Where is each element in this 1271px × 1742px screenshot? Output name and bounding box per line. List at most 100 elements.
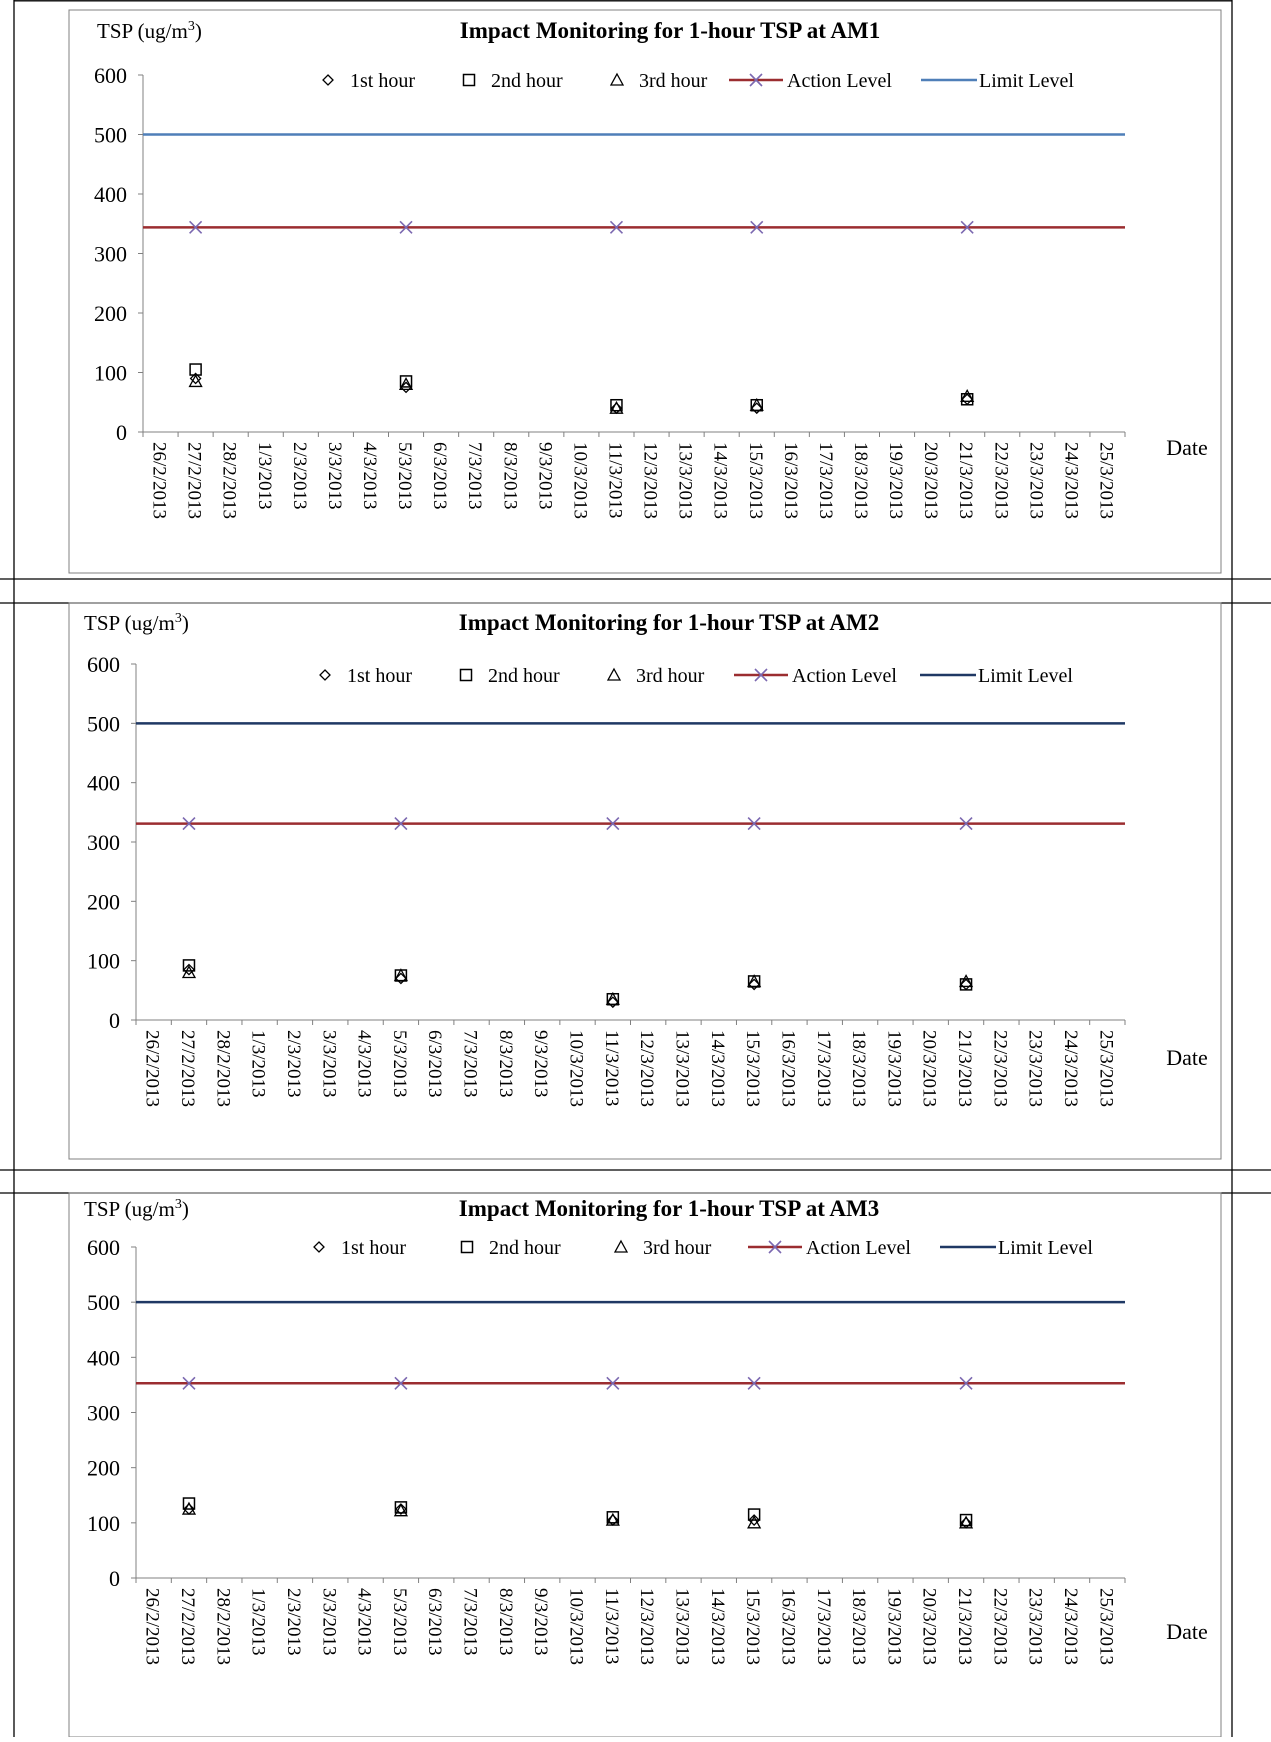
chart-panel-am1: Impact Monitoring for 1-hour TSP at AM1 T… [68, 9, 1222, 574]
action-level-marker [959, 1376, 973, 1390]
chart-title: Impact Monitoring for 1-hour TSP at AM2 [459, 610, 879, 635]
legend-label: 2nd hour [488, 665, 560, 687]
x-tick-label: 22/3/2013 [989, 1030, 1010, 1107]
data-point-diamond [189, 372, 202, 385]
x-tick-label: 13/3/2013 [671, 1588, 692, 1665]
x-tick-label: 21/3/2013 [954, 1030, 975, 1107]
y-tick-label: 0 [109, 1008, 120, 1033]
y-tick-label: 400 [87, 1345, 120, 1370]
legend-marker-triangle [613, 1239, 629, 1253]
x-tick-label: 15/3/2013 [745, 442, 766, 519]
y-tick-label: 300 [87, 830, 120, 855]
x-tick-label: 15/3/2013 [742, 1588, 763, 1665]
x-tick-label: 8/3/2013 [495, 1588, 516, 1656]
x-tick-label: 14/3/2013 [707, 1030, 728, 1107]
x-tick-label: 2/3/2013 [289, 442, 310, 510]
y-tick-label: 500 [94, 123, 127, 148]
x-tick-label: 20/3/2013 [919, 1030, 940, 1107]
data-point-square [394, 1501, 408, 1514]
legend-label: 3rd hour [643, 1237, 712, 1259]
legend-label: Action Level [792, 665, 897, 687]
chart-legend: 1st hour 2nd hour 3rd hour Action Level Limi… [313, 1237, 1093, 1259]
legend-label: 1st hour [341, 1237, 406, 1259]
x-tick-label: 18/3/2013 [848, 1030, 869, 1107]
x-tick-label: 15/3/2013 [742, 1030, 763, 1107]
action-level-marker [182, 1376, 196, 1390]
legend-label: Limit Level [978, 665, 1073, 687]
data-point-triangle [181, 965, 197, 979]
legend-marker-diamond [319, 669, 331, 681]
y-tick-label: 500 [87, 1290, 120, 1315]
x-tick-label: 4/3/2013 [359, 442, 380, 510]
x-tick-label: 13/3/2013 [675, 442, 696, 519]
x-tick-label: 20/3/2013 [920, 442, 941, 519]
x-tick-label: 8/3/2013 [495, 1030, 516, 1098]
x-tick-label: 4/3/2013 [354, 1588, 375, 1656]
data-point-square [182, 959, 196, 972]
x-axis-label: Date [1166, 1045, 1208, 1070]
x-tick-label: 12/3/2013 [636, 1588, 657, 1665]
data-point-triangle [393, 968, 409, 982]
y-tick-label: 600 [87, 652, 120, 677]
data-point-triangle [188, 374, 203, 388]
data-point-square [610, 398, 623, 412]
x-tick-label: 26/2/2013 [142, 1030, 163, 1107]
legend-label: Action Level [806, 1237, 911, 1259]
data-point-triangle [609, 400, 624, 414]
x-tick-label: 7/3/2013 [464, 442, 485, 510]
y-tick-label: 400 [94, 182, 127, 207]
x-tick-label: 9/3/2013 [530, 1588, 551, 1656]
action-level-marker [747, 1376, 761, 1390]
action-level-marker [960, 220, 974, 234]
x-tick-label: 11/3/2013 [601, 1030, 622, 1106]
action-level-marker [609, 220, 624, 234]
action-level-marker [399, 220, 413, 234]
data-point-square [182, 1497, 196, 1510]
x-tick-label: 17/3/2013 [813, 1030, 834, 1107]
x-tick-label: 27/2/2013 [184, 442, 205, 519]
data-point-triangle [958, 1515, 974, 1529]
legend-label: Limit Level [979, 70, 1074, 92]
x-tick-label: 2/3/2013 [283, 1588, 304, 1656]
y-axis-label: TSP (ug/m3) [84, 1197, 189, 1221]
x-tick-label: 6/3/2013 [424, 1030, 445, 1098]
x-tick-label: 25/3/2013 [1095, 1030, 1116, 1107]
data-point-triangle [960, 388, 975, 402]
x-tick-label: 1/3/2013 [254, 442, 275, 510]
x-tick-label: 8/3/2013 [499, 442, 520, 510]
action-level-marker [747, 817, 761, 831]
data-point-triangle [747, 1515, 762, 1529]
data-point-diamond [394, 1503, 407, 1515]
x-tick-label: 28/2/2013 [219, 442, 240, 519]
legend-marker-square [462, 73, 476, 87]
x-tick-label: 26/2/2013 [142, 1588, 163, 1665]
data-point-triangle [398, 377, 414, 391]
legend-marker-action [768, 1240, 782, 1254]
x-tick-label: 10/3/2013 [566, 1030, 587, 1107]
x-tick-label: 13/3/2013 [671, 1030, 692, 1107]
action-level-marker [182, 817, 196, 831]
x-tick-label: 26/2/2013 [149, 442, 170, 519]
x-tick-label: 18/3/2013 [850, 442, 871, 519]
x-tick-label: 24/3/2013 [1060, 442, 1081, 519]
chart-frame [68, 602, 1222, 1160]
legend-marker-action [749, 73, 763, 87]
data-point-triangle [605, 991, 620, 1005]
x-tick-label: 14/3/2013 [710, 442, 731, 519]
x-tick-label: 11/3/2013 [601, 1588, 622, 1664]
data-point-triangle [605, 1512, 620, 1526]
y-tick-label: 200 [94, 301, 127, 326]
x-tick-label: 19/3/2013 [883, 1030, 904, 1107]
x-tick-label: 23/3/2013 [1025, 1588, 1046, 1665]
x-axis-label: Date [1166, 1619, 1208, 1644]
x-tick-label: 1/3/2013 [248, 1588, 269, 1656]
y-tick-label: 200 [87, 889, 120, 914]
legend-label: Limit Level [998, 1237, 1093, 1259]
x-tick-label: 3/3/2013 [324, 442, 345, 510]
x-tick-label: 3/3/2013 [318, 1588, 339, 1656]
legend-label: 2nd hour [491, 70, 563, 92]
x-tick-label: 24/3/2013 [1060, 1588, 1081, 1665]
data-point-triangle [181, 1501, 197, 1515]
